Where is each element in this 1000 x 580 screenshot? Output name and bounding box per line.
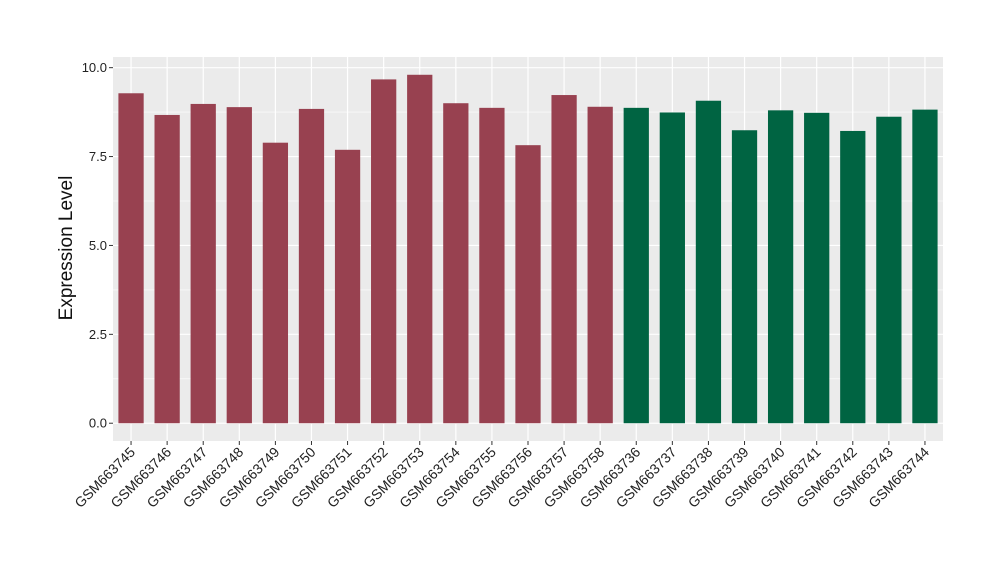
- bar: [479, 107, 505, 424]
- bars: [118, 74, 938, 424]
- bar: [515, 145, 541, 424]
- y-tick-label: 7.5: [89, 149, 107, 164]
- bar: [659, 112, 685, 424]
- bar: [731, 130, 758, 424]
- bar: [226, 107, 252, 424]
- y-axis-title: Expression Level: [56, 176, 77, 321]
- y-axis: 0.0 2.5 5.0 7.5 10.0: [82, 60, 113, 431]
- bar: [334, 149, 361, 424]
- bar: [190, 103, 216, 424]
- y-tick-label: 0.0: [89, 416, 107, 431]
- bar: [551, 95, 577, 424]
- bar: [371, 79, 397, 424]
- bar: [118, 93, 144, 424]
- bar: [587, 106, 613, 424]
- bar: [262, 142, 289, 424]
- bar: [876, 116, 902, 424]
- bar: [695, 100, 722, 424]
- bar: [443, 103, 469, 424]
- y-tick-label: 5.0: [89, 238, 107, 253]
- y-tick-label: 2.5: [89, 327, 107, 342]
- bar: [623, 107, 649, 424]
- x-axis: GSM663745GSM663746GSM663747GSM663748GSM6…: [71, 441, 932, 511]
- bar: [407, 74, 433, 424]
- bar: [154, 114, 180, 424]
- bar: [840, 130, 866, 424]
- y-tick-label: 10.0: [82, 60, 107, 75]
- bar: [804, 112, 830, 424]
- bar: [767, 110, 794, 424]
- bar: [298, 108, 325, 424]
- bar: [912, 109, 938, 424]
